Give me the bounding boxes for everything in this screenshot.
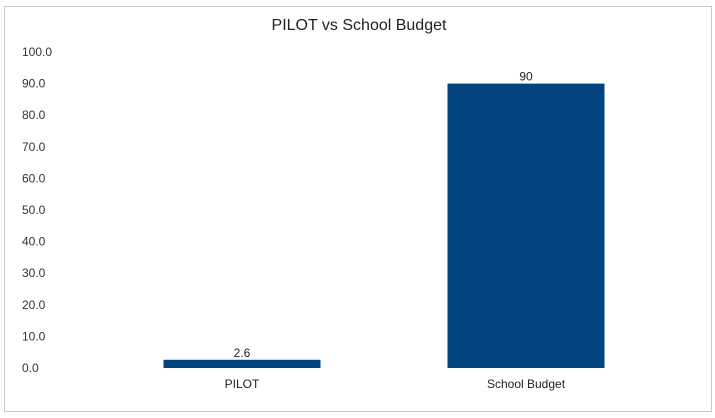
y-axis: 0.0 10.0 20.0 30.0 40.0 50.0 60.0 70.0 80.0 90.0 1… xyxy=(22,45,52,375)
y-tick-label: 70.0 xyxy=(22,140,46,154)
data-label: 2.6 xyxy=(234,346,251,360)
x-tick-label: PILOT xyxy=(225,377,260,391)
x-tick-label: School Budget xyxy=(487,377,566,391)
y-tick-label: 40.0 xyxy=(22,235,46,249)
bar xyxy=(163,359,321,368)
y-tick-label: 30.0 xyxy=(22,266,46,280)
y-tick-label: 10.0 xyxy=(22,329,46,343)
y-tick-label: 50.0 xyxy=(22,203,46,217)
y-tick-label: 100.0 xyxy=(22,45,52,59)
y-tick-label: 0.0 xyxy=(22,361,39,375)
y-tick-label: 90.0 xyxy=(22,77,46,91)
data-labels: 2.6 90 xyxy=(234,70,533,360)
y-tick-label: 20.0 xyxy=(22,298,46,312)
x-axis: PILOT School Budget xyxy=(225,377,566,391)
y-tick-label: 60.0 xyxy=(22,171,46,185)
data-label: 90 xyxy=(519,70,533,84)
chart-title: PILOT vs School Budget xyxy=(272,17,447,34)
bar xyxy=(447,83,605,368)
y-tick-label: 80.0 xyxy=(22,108,46,122)
bars xyxy=(163,83,605,368)
